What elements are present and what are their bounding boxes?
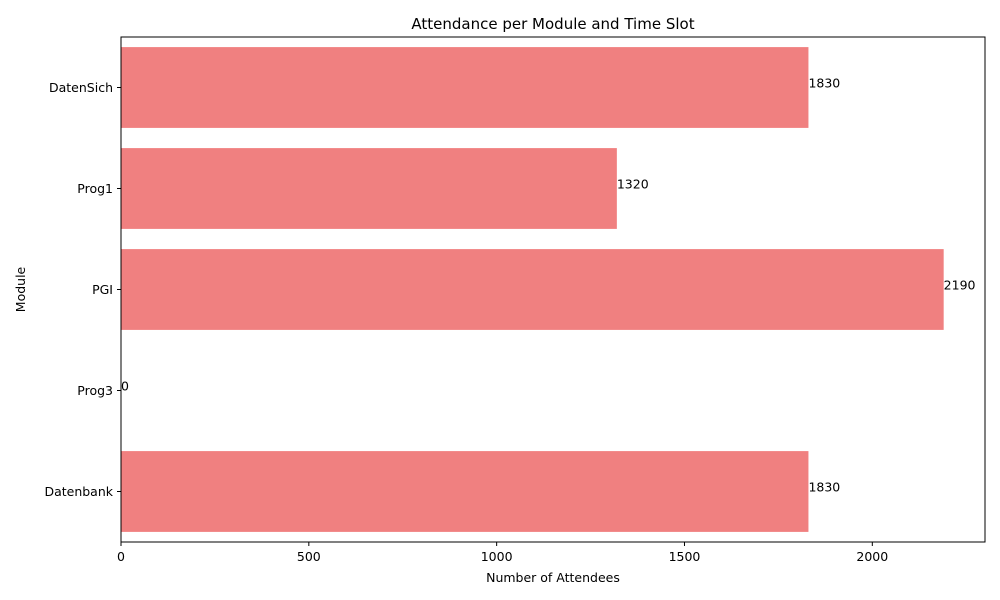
data-label: 1320 [617, 177, 649, 192]
bar-datensich [121, 47, 809, 128]
x-tick-label: 1500 [669, 549, 701, 564]
bars-layer [121, 47, 944, 532]
x-tick-label: 0 [117, 549, 125, 564]
bar-datenbank [121, 451, 809, 532]
x-axis-ticks: 0 500 1000 1500 2000 [117, 542, 888, 564]
x-tick-label: 2000 [856, 549, 888, 564]
y-axis-ticks: Datenbank Prog3 PGI Prog1 DatenSich [44, 80, 121, 499]
x-tick-label: 1000 [481, 549, 513, 564]
data-label: 1830 [808, 76, 840, 91]
bar-prog1 [121, 148, 617, 229]
data-labels: 1830 0 2190 1320 1830 [121, 76, 976, 495]
x-tick-label: 500 [297, 549, 321, 564]
data-label: 2190 [944, 278, 976, 293]
data-label: 1830 [808, 480, 840, 495]
data-label: 0 [121, 379, 129, 394]
y-tick-label: Prog3 [77, 383, 113, 398]
y-tick-label: Prog1 [77, 181, 113, 196]
bar-pgi [121, 249, 944, 330]
y-tick-label: PGI [92, 282, 113, 297]
axes-frame [120, 36, 986, 543]
y-tick-label: Datenbank [44, 484, 113, 499]
chart-title: Attendance per Module and Time Slot [411, 15, 694, 33]
x-axis-title: Number of Attendees [486, 570, 620, 585]
y-tick-label: DatenSich [49, 80, 113, 95]
y-axis-title: Module [13, 266, 28, 312]
